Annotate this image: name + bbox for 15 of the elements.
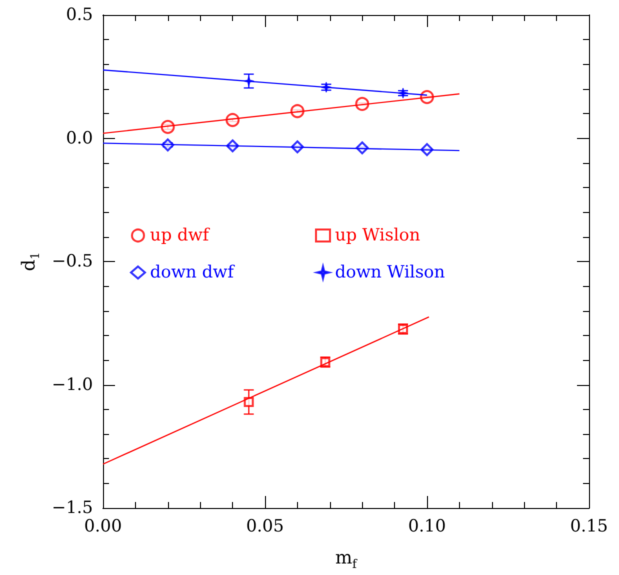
y-tick-label: −1.5: [52, 498, 93, 518]
y-axis-title: d1: [18, 252, 42, 272]
legend-label: up Wislon: [335, 226, 420, 246]
point: [244, 397, 254, 408]
legend-label: down dwf: [150, 262, 236, 282]
y-tick-label: 0.0: [66, 128, 93, 148]
legend-label: down Wilson: [335, 262, 446, 282]
legend-label: up dwf: [150, 226, 211, 246]
x-tick-label: 0.00: [84, 516, 122, 536]
y-tick-label: 0.5: [66, 5, 93, 25]
x-tick-label: 0.15: [570, 516, 608, 536]
y-tick-label: −0.5: [52, 252, 93, 272]
x-tick-label: 0.10: [408, 516, 446, 536]
y-tick-label: −1.0: [52, 374, 93, 395]
x-tick-label: 0.05: [246, 516, 284, 536]
